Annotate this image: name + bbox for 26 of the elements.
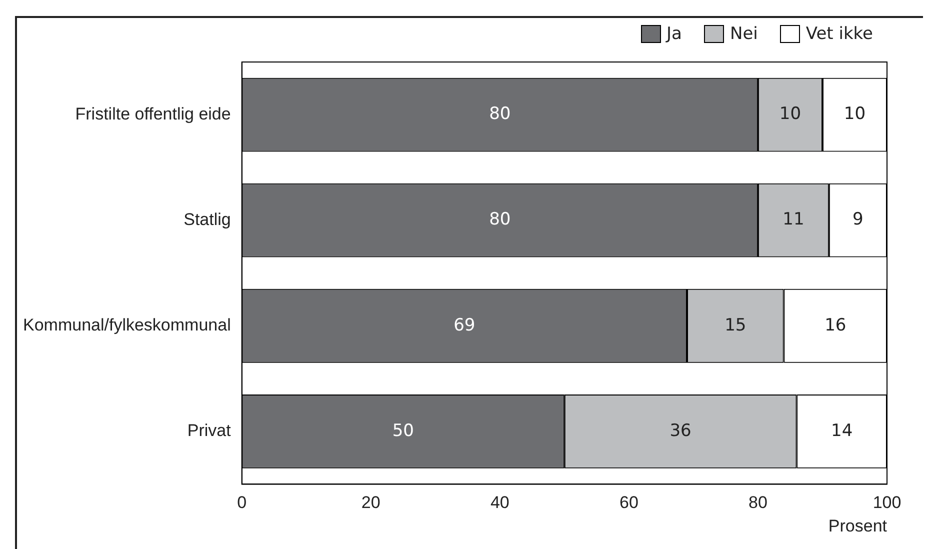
x-axis-title: Prosent	[828, 516, 888, 536]
data-label: 11	[782, 210, 804, 230]
legend-label: Vet ikke	[806, 24, 873, 44]
data-label: 36	[670, 420, 692, 441]
data-label: 80	[489, 104, 511, 124]
data-label: 15	[724, 315, 746, 336]
text: Ja	[666, 24, 682, 44]
data-label: 16	[824, 315, 846, 336]
x-tick-label: 40	[490, 493, 510, 512]
data-label: 80	[489, 210, 511, 230]
x-tick-label: 100	[872, 493, 902, 512]
x-tick-label: 80	[748, 493, 768, 512]
x-tick-label: 0	[237, 493, 247, 512]
data-label: 14	[831, 420, 853, 441]
x-tick-label: 20	[361, 493, 380, 512]
data-label: 9	[852, 210, 864, 230]
y-tick-label: Privat	[187, 421, 232, 440]
y-tick-label: Kommunal/fylkeskommunal	[22, 316, 231, 335]
y-tick-label: Fristilte offentlig eide	[75, 104, 231, 124]
x-tick-label: 60	[619, 493, 638, 512]
data-label: 50	[392, 420, 414, 441]
data-label: 69	[454, 315, 476, 336]
data-label: 10	[779, 104, 802, 124]
data-label: 10	[844, 104, 866, 124]
legend-label: Nei	[730, 24, 758, 44]
y-tick-label: Statlig	[184, 210, 231, 230]
